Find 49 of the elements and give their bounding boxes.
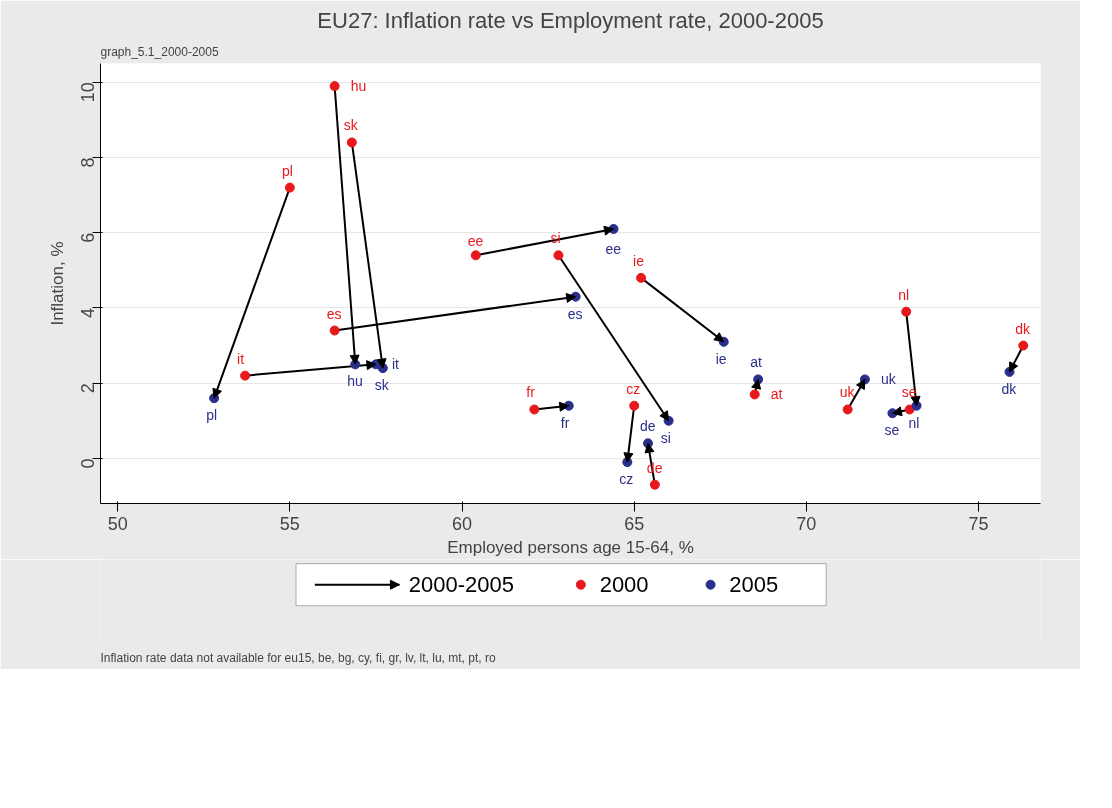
annotation: it <box>391 356 400 373</box>
legend-label: 2005 <box>729 572 779 598</box>
legend-label: 2000 <box>599 572 649 598</box>
annotation: fr <box>560 414 570 431</box>
y-tick-label: 10 <box>78 82 98 103</box>
y-axis-title: Inflation, % <box>47 241 67 326</box>
annotation: es <box>326 305 342 322</box>
annotation: at <box>770 386 783 403</box>
annotation: es <box>567 305 583 322</box>
annotation: ie <box>715 350 727 367</box>
x-tick-label: 65 <box>624 513 645 534</box>
x-tick-label: 75 <box>968 513 989 534</box>
annotation: dk <box>1015 320 1032 337</box>
annotation: de <box>639 418 656 435</box>
annotation: sk <box>374 377 390 394</box>
x-tick-label: 70 <box>796 513 817 534</box>
annotation: pl <box>281 162 293 179</box>
annotation: ee <box>605 240 622 257</box>
x-tick-label: 60 <box>452 513 473 534</box>
annotation: uk <box>880 371 897 388</box>
annotation: at <box>750 354 762 371</box>
annotation: fr <box>526 384 536 401</box>
x-tick-label: 50 <box>107 513 128 534</box>
annotation: pl <box>206 407 218 424</box>
annotation: se <box>884 422 900 439</box>
y-tick-label: 6 <box>78 232 98 243</box>
annotation: hu <box>350 78 367 95</box>
annotation: cz <box>619 471 634 488</box>
annotation: nl <box>898 286 910 303</box>
annotation: sk <box>343 117 359 134</box>
text: Inflation rate data not available for eu15, be, bg, cy, fi, gr, lv, lt, lu, mt, pt, ro <box>100 650 496 665</box>
annotation: it <box>237 350 245 367</box>
annotation: si <box>660 429 671 446</box>
chart-title: EU27: Inflation rate vs Employment rate, 2000-2005 <box>317 7 824 33</box>
annotation: nl <box>908 414 920 431</box>
x-axis-title: Employed persons age 15-64, % <box>447 537 694 557</box>
x-tick-label: 55 <box>279 513 300 534</box>
y-tick-label: 4 <box>78 307 98 318</box>
annotation: dk <box>1001 380 1018 397</box>
annotation: uk <box>839 384 856 401</box>
annotation: ee <box>467 233 484 250</box>
y-tick-label: 2 <box>78 383 98 394</box>
y-tick-label: 8 <box>78 157 98 168</box>
legend-label: 2000-2005 <box>408 572 515 598</box>
y-tick-label: 0 <box>78 458 98 469</box>
annotation: ie <box>633 252 645 269</box>
annotation: cz <box>626 380 641 397</box>
chart-subtitle: graph_5.1_2000-2005 <box>100 44 219 59</box>
annotation: hu <box>347 373 363 390</box>
